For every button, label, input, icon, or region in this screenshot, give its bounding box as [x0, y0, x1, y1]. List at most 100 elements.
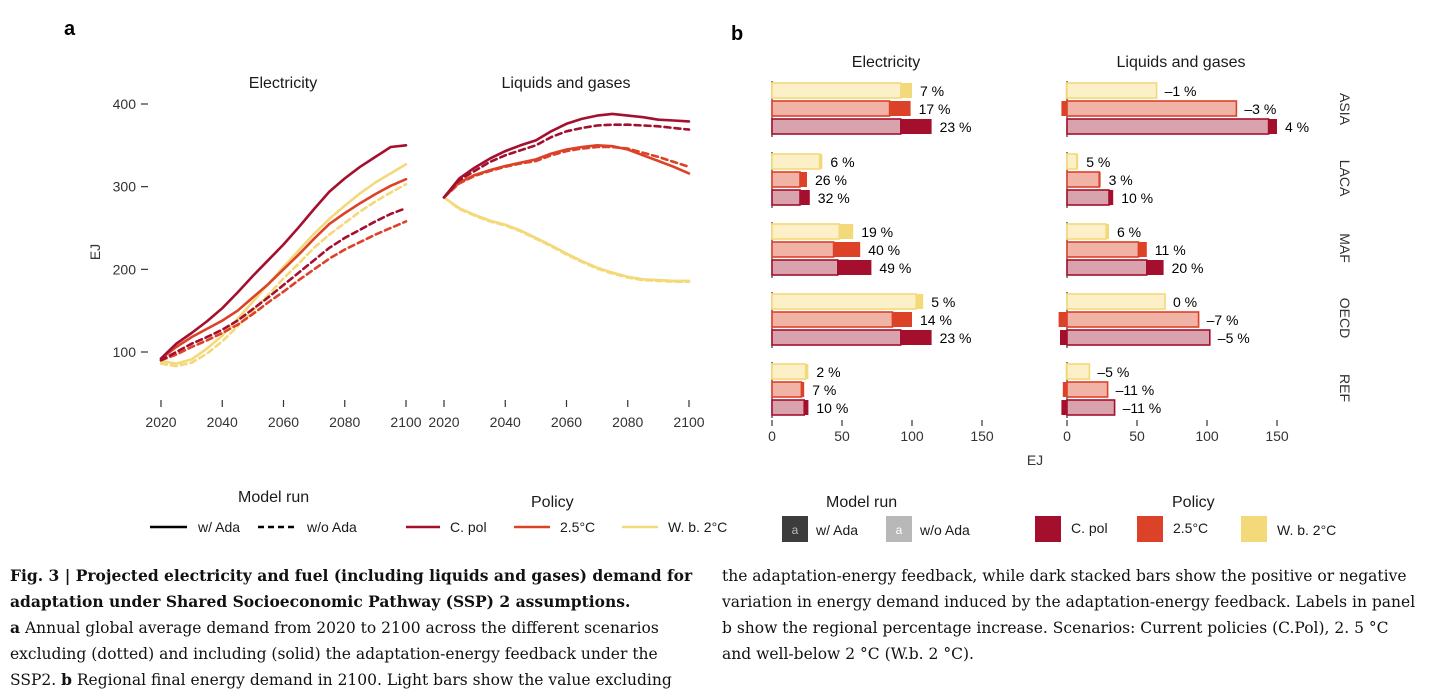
panel-b-bar-chart: Electricity 0 50 100 150 Liquids and gases 0 50… — [768, 54, 1353, 468]
panel-a-x-tick-label: 2100 — [673, 414, 704, 430]
panel-b-electricity-ref-c-pol-bar-without-ada — [771, 399, 806, 416]
panel-b-liquids-and-gases-laca-2-5-c-bar-without-ada — [1066, 171, 1101, 188]
legend-b-without-ada-key — [886, 516, 912, 542]
panel-b-x-tick-label: 100 — [1195, 428, 1219, 444]
legend-b-with-ada: w/ Ada — [815, 522, 858, 538]
legend-a-wb2c-label: W. b. 2°C — [668, 519, 727, 535]
panel-b-region-label-oecd: OECD — [1337, 298, 1353, 338]
panel-b-x-tick-label: 50 — [834, 428, 850, 444]
panel-a-y-tick-label: 100 — [113, 344, 137, 360]
panel-b-electricity-laca-2-5-c-pct-label: 26 % — [815, 172, 847, 188]
panel-b-electricity-ref-c-pol-pct-label: 10 % — [816, 400, 848, 416]
panel-a-line-liquids-and-gases-w-b-2-c-w-ada — [442, 196, 691, 283]
legend-b-25c-key — [1137, 516, 1163, 542]
panel-b-electricity-asia-w-b-2-c-pct-label: 7 % — [920, 83, 944, 99]
legend-a-25c-label: 2.5°C — [560, 519, 595, 535]
legend-a-policy-title: Policy — [531, 494, 574, 511]
panel-b-liquids-and-gases-maf-c-pol-bar-without-ada — [1066, 259, 1148, 276]
panel-a-line-liquids-and-gases-c-pol-w-o-ada — [442, 123, 691, 199]
panel-b-liquids-and-gases-oecd-c-pol-pct-label: –5 % — [1218, 330, 1250, 346]
panel-b-liquids-and-gases-oecd-w-b-2-c-bar-without-ada — [1066, 293, 1166, 310]
panel-a-y-axis-label: EJ — [87, 244, 103, 260]
panel-b-electricity-ref-c-pol-bar-variation — [804, 400, 809, 415]
panel-b-liquids-and-gases-oecd-c-pol-bar-variation — [1060, 330, 1067, 345]
panel-b-electricity-laca-2-5-c-bar-without-ada — [771, 171, 801, 188]
panel-b-liquids-and-gases-ref-c-pol-bar-without-ada — [1066, 399, 1116, 416]
legend-a-model-title: Model run — [238, 489, 309, 506]
panel-b-liquids-and-gases-laca-c-pol-bar-variation — [1109, 190, 1114, 205]
panel-b-electricity-maf-w-b-2-c-bar-without-ada — [771, 223, 840, 240]
panel-b-liquids-and-gases-asia-w-b-2-c-pct-label: –1 % — [1165, 83, 1197, 99]
figure-canvas: a EJ 100 200 300 400 Electricity 2020 2040 2060 2… — [64, 18, 1353, 542]
panel-b-electricity-maf-2-5-c-bar-without-ada — [771, 241, 835, 258]
panel-b-electricity-asia-2-5-c-pct-label: 17 % — [919, 101, 951, 117]
panel-b-liquids-and-gases-asia-w-b-2-c-bar-variation — [1065, 83, 1067, 98]
panel-b-liquids-and-gases-asia-2-5-c-bar-without-ada — [1066, 100, 1238, 117]
legend-b-with-ada-key — [782, 516, 808, 542]
panel-b-liquids-and-gases-laca-w-b-2-c-bar-without-ada — [1066, 153, 1078, 170]
panel-b-electricity-maf-2-5-c-bar-variation — [833, 242, 861, 257]
panel-b-liquids-and-gases-oecd-w-b-2-c-pct-label: 0 % — [1173, 294, 1197, 310]
panel-b-liquids-and-gases-ref-w-b-2-c-bar-variation — [1065, 364, 1067, 379]
panel-b-liquids-and-gases-ref-2-5-c-bar-without-ada — [1066, 381, 1109, 398]
panel-b-liquids-and-gases-oecd-2-5-c-bar-variation — [1058, 312, 1067, 327]
panel-b-electricity-ref-2-5-c-bar-without-ada — [771, 381, 803, 398]
panel-a-line-electricity-w-b-2-c-w-ada — [159, 163, 408, 365]
panel-b-label: b — [731, 23, 743, 45]
panel-a-line-electricity-2-5-c-w-o-ada — [159, 220, 408, 362]
panel-a-line-electricity-w-b-2-c-w-o-ada — [159, 182, 408, 368]
legend-b-cpol-label: C. pol — [1071, 520, 1108, 536]
panel-b-electricity-oecd-c-pol-bar-variation — [900, 330, 932, 345]
legend-b-without-ada: w/o Ada — [919, 522, 970, 538]
panel-b-electricity-asia-2-5-c-bar-without-ada — [771, 100, 891, 117]
caption-part-a-text: Annual global average demand from 2020 t… — [10, 619, 659, 689]
legend-b-25c-label: 2.5°C — [1173, 520, 1208, 536]
panel-a-line-liquids-and-gases-2-5-c-w-o-ada — [442, 145, 691, 199]
panel-a-x-tick-label: 2060 — [268, 414, 299, 430]
panel-b-electricity-maf-c-pol-pct-label: 49 % — [879, 260, 911, 276]
panel-a-y-tick-label: 400 — [113, 96, 137, 112]
panel-b-liquids-and-gases-asia-2-5-c-bar-variation — [1061, 101, 1067, 116]
panel-b-electricity-laca-c-pol-bar-variation — [800, 190, 810, 205]
legend-panel-a: Model run w/ Ada w/o Ada Policy C. pol 2… — [150, 489, 727, 535]
panel-b-liquids-and-gases-asia-c-pol-pct-label: 4 % — [1285, 119, 1309, 135]
panel-b-liquids-and-gases-maf-w-b-2-c-bar-variation — [1106, 224, 1109, 239]
panel-b-liquids-and-gases-ref-2-5-c-pct-label: –11 % — [1116, 382, 1155, 398]
panel-b-electricity-ref-2-5-c-bar-variation — [801, 382, 805, 397]
panel-a-x-tick-label: 2040 — [207, 414, 238, 430]
panel-a-line-electricity-2-5-c-w-ada — [159, 177, 408, 360]
panel-a-label: a — [64, 18, 76, 40]
panel-b-region-label-asia: ASIA — [1337, 93, 1353, 126]
panel-b-electricity-maf-w-b-2-c-pct-label: 19 % — [861, 224, 893, 240]
panel-b-electricity-laca-c-pol-pct-label: 32 % — [818, 190, 850, 206]
panel-b-electricity-asia-2-5-c-bar-variation — [889, 101, 911, 116]
legend-b-without-ada-glyph: a — [896, 523, 903, 537]
panel-b-region-label-ref: REF — [1337, 374, 1353, 402]
panel-b-liquids-and-gases-asia-c-pol-bar-variation — [1268, 119, 1277, 134]
panel-b-liquids-and-gases-laca-2-5-c-bar-variation — [1099, 172, 1101, 187]
panel-b-x-tick-label: 50 — [1129, 428, 1145, 444]
legend-a-with-ada: w/ Ada — [197, 519, 240, 535]
panel-b-liquids-and-gases-maf-2-5-c-pct-label: 11 % — [1155, 242, 1186, 258]
panel-b-liquids-and-gases-oecd-2-5-c-pct-label: –7 % — [1207, 312, 1239, 328]
panel-a-x-tick-label: 2100 — [390, 414, 421, 430]
panel-b-electricity-asia-w-b-2-c-bar-without-ada — [771, 82, 902, 99]
panel-b-x-axis-label: EJ — [1027, 452, 1043, 468]
legend-b-model-title: Model run — [826, 494, 897, 511]
panel-b-liquids-and-gases-maf-w-b-2-c-pct-label: 6 % — [1117, 224, 1141, 240]
panel-b-facet-title-electricity: Electricity — [852, 54, 920, 71]
panel-b-liquids-and-gases-asia-w-b-2-c-bar-without-ada — [1066, 82, 1158, 99]
panel-b-electricity-asia-w-b-2-c-bar-variation — [900, 83, 912, 98]
legend-b-with-ada-glyph: a — [792, 523, 799, 537]
panel-b-liquids-and-gases-laca-w-b-2-c-pct-label: 5 % — [1086, 154, 1110, 170]
panel-b-x-tick-label: 0 — [768, 428, 776, 444]
panel-b-electricity-asia-c-pol-bar-variation — [900, 119, 932, 134]
panel-a-y-tick-label: 300 — [113, 179, 137, 195]
panel-b-liquids-and-gases-oecd-2-5-c-bar-without-ada — [1066, 311, 1200, 328]
legend-b-policy-title: Policy — [1172, 494, 1215, 511]
panel-a-x-tick-label: 2020 — [428, 414, 459, 430]
panel-b-liquids-and-gases-ref-c-pol-bar-variation — [1061, 400, 1067, 415]
legend-panel-b: Model run a w/ Ada a w/o Ada Policy C. p… — [782, 494, 1336, 542]
panel-b-electricity-oecd-2-5-c-bar-without-ada — [771, 311, 894, 328]
panel-b-liquids-and-gases-laca-c-pol-bar-without-ada — [1066, 189, 1110, 206]
